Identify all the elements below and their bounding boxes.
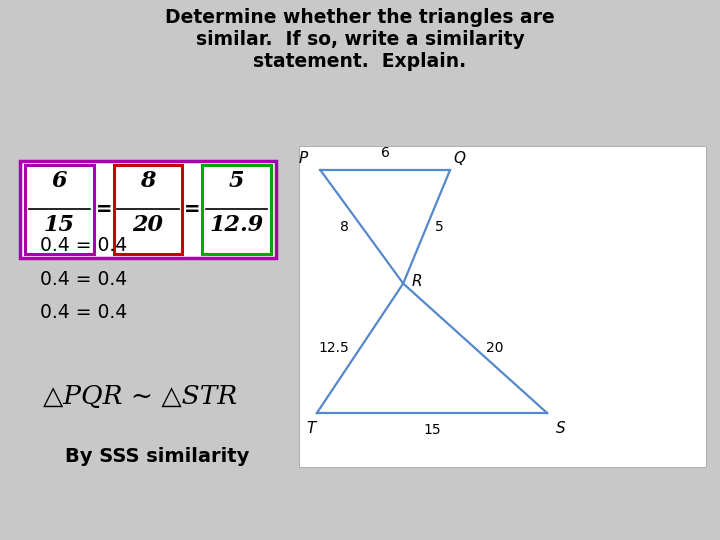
Text: T: T bbox=[306, 421, 316, 436]
Text: 5: 5 bbox=[229, 170, 244, 192]
Text: 5: 5 bbox=[435, 220, 444, 234]
Bar bbox=[202, 165, 271, 254]
Text: 8: 8 bbox=[340, 220, 349, 234]
Bar bbox=[299, 146, 706, 467]
Text: By SSS similarity: By SSS similarity bbox=[65, 447, 249, 466]
Bar bbox=[20, 161, 276, 258]
Text: S: S bbox=[556, 421, 565, 436]
Text: Q: Q bbox=[454, 151, 466, 166]
Bar bbox=[114, 165, 182, 254]
Text: 12.5: 12.5 bbox=[318, 341, 349, 355]
Text: 15: 15 bbox=[423, 423, 441, 437]
Text: Determine whether the triangles are
similar.  If so, write a similarity
statemen: Determine whether the triangles are simi… bbox=[165, 8, 555, 71]
Text: △PQR ~ △STR: △PQR ~ △STR bbox=[43, 384, 238, 409]
Text: 0.4 = 0.4: 0.4 = 0.4 bbox=[40, 269, 127, 289]
Text: 8: 8 bbox=[140, 170, 156, 192]
Text: 6: 6 bbox=[381, 146, 390, 160]
Text: 20: 20 bbox=[486, 341, 503, 355]
Text: =: = bbox=[96, 200, 112, 219]
Text: R: R bbox=[412, 274, 423, 289]
Text: 0.4 = 0.4: 0.4 = 0.4 bbox=[40, 303, 127, 322]
Text: 0.4 = 0.4: 0.4 = 0.4 bbox=[40, 236, 127, 255]
Bar bbox=[25, 165, 94, 254]
Text: 20: 20 bbox=[132, 214, 163, 235]
Text: 12.9: 12.9 bbox=[210, 214, 264, 235]
Text: 15: 15 bbox=[44, 214, 75, 235]
Text: P: P bbox=[298, 151, 307, 166]
Text: =: = bbox=[184, 200, 200, 219]
Text: 6: 6 bbox=[52, 170, 67, 192]
